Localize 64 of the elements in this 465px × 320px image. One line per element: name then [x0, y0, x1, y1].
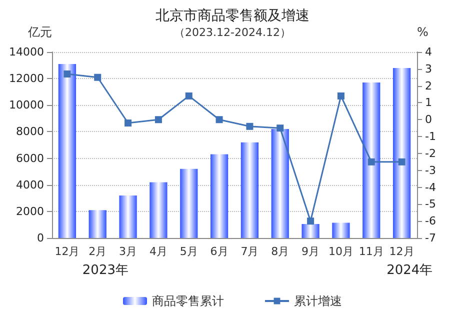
- y2-tick-label: -3: [425, 164, 436, 177]
- y2-tick-label: -2: [425, 146, 436, 160]
- y2-tick-label: 1: [425, 96, 432, 110]
- x-tick-label: 11月: [358, 245, 384, 258]
- x-tick-label: 12月: [389, 245, 414, 258]
- y2-tick-label: 0: [425, 113, 432, 126]
- point: [64, 70, 71, 78]
- x-tick-label: 2月: [88, 245, 107, 258]
- y2-tick-label: 2: [425, 79, 432, 92]
- y2-tick-label: -6: [425, 214, 436, 228]
- y2-tick-label: 4: [425, 46, 432, 58]
- x-tick-label: 8月: [271, 245, 290, 258]
- y-tick-label: 14000: [9, 46, 44, 58]
- text: 2024年: [386, 263, 433, 278]
- chart-subtitle: （2023.12-2024.12）: [174, 26, 291, 39]
- x-tick-label: 12月: [54, 245, 80, 258]
- y2-tick-label: -7: [425, 232, 436, 244]
- point: [246, 122, 254, 130]
- y-tick-label: 4000: [16, 178, 44, 192]
- bar: [362, 82, 380, 238]
- y2-tick-label: -4: [425, 180, 436, 194]
- y2-tick-label: 3: [425, 62, 432, 76]
- x-tick-label: 7月: [240, 245, 259, 258]
- bar: [332, 222, 350, 238]
- x-tick-label: 3月: [119, 245, 138, 258]
- text: 2023年: [82, 263, 129, 278]
- x-tick-label: 9月: [302, 245, 320, 258]
- bar: [150, 182, 168, 238]
- point: [216, 116, 223, 124]
- y-tick-label: 6000: [16, 152, 44, 165]
- y-tick-label: 2000: [16, 204, 44, 218]
- y-tick-label: 0: [37, 232, 44, 244]
- bar: [119, 195, 137, 238]
- point: [185, 92, 192, 100]
- bar: [392, 68, 411, 238]
- y-axis-title: 亿元: [27, 25, 52, 39]
- bar: [302, 224, 320, 238]
- y2-tick-label: -5: [425, 198, 436, 211]
- point: [398, 158, 406, 166]
- point: [368, 158, 375, 166]
- y-tick-label: 8000: [16, 125, 44, 138]
- y2-axis-title: %: [417, 25, 428, 39]
- x-tick-label: 4月: [149, 245, 168, 258]
- x-tick-label: 10月: [328, 245, 354, 258]
- y-tick-label: 12000: [9, 72, 44, 86]
- bar: [88, 210, 106, 238]
- point: [154, 116, 162, 124]
- bar: [210, 154, 228, 238]
- point: [337, 92, 344, 100]
- point: [94, 74, 102, 81]
- y2-tick-label: -1: [425, 130, 436, 144]
- chart-title: 北京市商品零售额及增速: [156, 8, 310, 24]
- point: [276, 124, 284, 132]
- bar: [58, 64, 76, 238]
- x-tick-label: 6月: [210, 245, 228, 258]
- point: [124, 120, 132, 127]
- bar: [180, 168, 198, 238]
- legend-label: 累计增速: [294, 294, 342, 308]
- y-tick-label: 10000: [9, 98, 44, 112]
- bar: [240, 142, 259, 238]
- point: [307, 218, 314, 225]
- x-tick-label: 5月: [180, 245, 198, 258]
- bar: [271, 129, 289, 238]
- legend-label: 商品零售累计: [152, 294, 224, 308]
